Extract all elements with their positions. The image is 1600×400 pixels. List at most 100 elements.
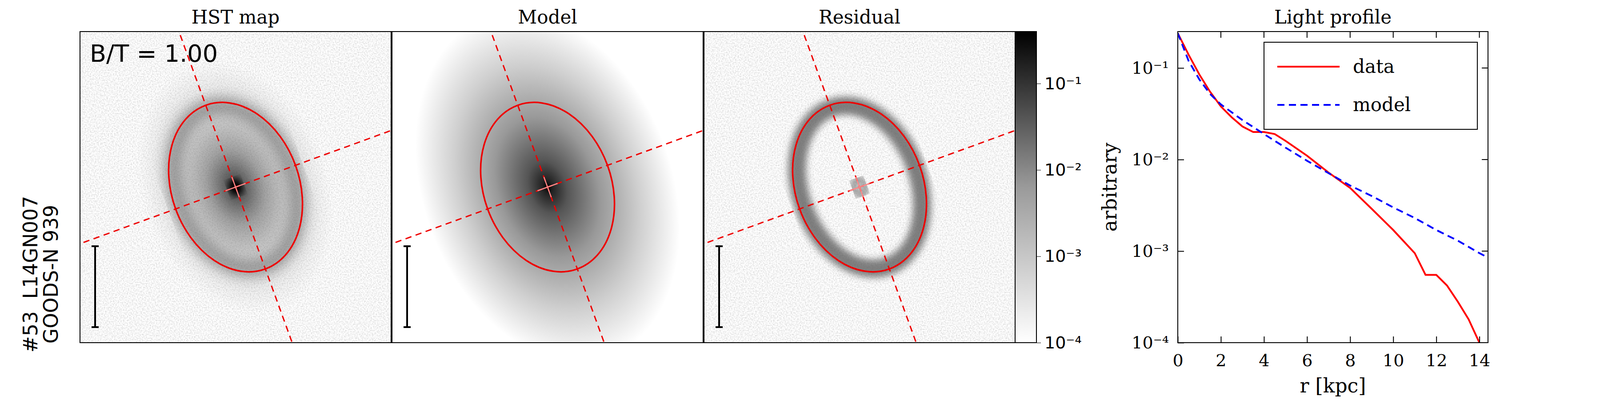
galaxy-light	[103, 32, 368, 342]
colorbar-axis: 10⁻¹ 10⁻² 10⁻³ 10⁻⁴	[1036, 32, 1082, 353]
tick-label: 10	[1382, 350, 1404, 371]
overlay	[704, 31, 1016, 343]
tick-label: 6	[1301, 350, 1313, 371]
y-axis: 10⁻⁴ 10⁻³ 10⁻² 10⁻¹	[1131, 32, 1184, 353]
major-axis	[753, 31, 967, 343]
image-panel	[704, 31, 1016, 343]
y-axis-title: arbitrary	[1098, 142, 1121, 232]
tick: 4	[1258, 336, 1270, 371]
tick: 10⁻³	[1131, 241, 1184, 261]
annotation: B/T = 1.00	[89, 39, 218, 68]
tick-mark	[1481, 159, 1488, 160]
tick-mark	[1177, 250, 1184, 252]
x-axis: 02468101214	[1172, 336, 1491, 371]
panel-frame	[704, 31, 1016, 343]
tick-mark	[1177, 159, 1184, 160]
sky-noise	[704, 31, 1016, 343]
tick-label: 10⁻¹	[1131, 58, 1169, 78]
tick: 10⁻⁴	[1036, 332, 1082, 353]
legend-swatch	[1277, 104, 1340, 106]
scale-bar	[715, 246, 723, 328]
row-label: #53 L14GN007	[19, 196, 42, 353]
aperture-ellipse	[769, 83, 950, 292]
center-cross	[221, 173, 250, 201]
galaxy	[103, 32, 368, 342]
tick: 10⁻⁴	[1131, 332, 1184, 353]
tick-mark	[1479, 31, 1480, 38]
center-cross	[533, 173, 562, 201]
panel-frame	[80, 31, 392, 343]
minor-axis	[392, 80, 704, 294]
tick-label: 10⁻²	[1044, 160, 1082, 180]
tick-mark	[1220, 31, 1222, 38]
galaxy	[775, 88, 944, 287]
tick-mark	[1036, 83, 1041, 84]
tick-mark	[1177, 31, 1179, 38]
series-line	[1177, 33, 1480, 343]
legend-swatch	[1277, 65, 1340, 68]
tick-mark	[1481, 67, 1488, 69]
tick-mark	[1036, 169, 1041, 171]
galaxy-ring	[151, 88, 320, 287]
tick-mark	[1392, 31, 1394, 38]
panel-title: Model	[517, 6, 577, 28]
tick-mark	[1481, 342, 1488, 344]
tick-mark	[1349, 336, 1351, 343]
tick-mark	[1177, 342, 1184, 344]
residual-ring	[775, 88, 944, 287]
tick: 10	[1382, 336, 1404, 371]
tick-mark	[1036, 342, 1041, 344]
overlay	[80, 31, 392, 343]
tick-mark	[1177, 67, 1184, 69]
minor-axis	[80, 80, 392, 294]
tick-label: 0	[1172, 350, 1184, 371]
panel-title: Residual	[818, 6, 901, 28]
panel-title: HST map	[191, 6, 280, 28]
plot-frame	[1177, 31, 1488, 343]
row-label: GOODS-N 939	[39, 204, 63, 344]
x-axis-title: r [kpc]	[1300, 374, 1367, 397]
tick: 10⁻³	[1036, 246, 1082, 266]
tick-label: 2	[1215, 350, 1227, 371]
tick-mark	[1349, 31, 1351, 38]
tick-mark	[1392, 336, 1394, 343]
series-line	[1177, 33, 1488, 258]
tick-label: 10⁻²	[1131, 149, 1169, 170]
axis-line	[1036, 32, 1037, 344]
tick: 6	[1301, 336, 1313, 371]
tick-mark	[1306, 31, 1308, 38]
tick-label: 10⁻¹	[1044, 73, 1082, 94]
tick-label: 10⁻³	[1044, 246, 1082, 266]
figure: HST map Model Residual B/T = 1.00 #53 L14GN0…	[0, 0, 1600, 400]
tick-mark	[1436, 31, 1437, 38]
axis-line	[1177, 32, 1179, 344]
tick: 10⁻¹	[1131, 58, 1184, 78]
legend-label: model	[1352, 93, 1411, 116]
major-axis	[129, 31, 343, 343]
legend: datamodel	[1264, 42, 1478, 130]
tick-label: 12	[1425, 350, 1448, 371]
tick-label: 14	[1468, 350, 1491, 371]
tick: 10⁻¹	[1036, 73, 1082, 94]
tick-mark	[1220, 336, 1222, 343]
tick-mark	[1263, 336, 1265, 343]
tick-mark	[1306, 336, 1308, 343]
overlay	[392, 31, 704, 343]
tick-mark	[1479, 336, 1480, 343]
tick-label: 10⁻³	[1131, 241, 1169, 261]
tick-label: 4	[1258, 350, 1270, 371]
legend-box	[1264, 42, 1478, 130]
tick-mark	[1481, 250, 1488, 252]
colorbar	[1015, 31, 1037, 343]
major-axis	[441, 31, 655, 343]
center-cross	[845, 173, 874, 201]
scale-bar	[403, 246, 411, 328]
tick-label: 10⁻⁴	[1044, 332, 1082, 353]
image-panel	[392, 31, 704, 343]
tick-label: 10⁻⁴	[1131, 332, 1169, 353]
tick: 14	[1468, 336, 1491, 371]
chart-title: Light profile	[1274, 6, 1392, 28]
axis-line	[1178, 342, 1489, 344]
galaxy	[392, 31, 704, 343]
scale-bar	[91, 246, 99, 328]
